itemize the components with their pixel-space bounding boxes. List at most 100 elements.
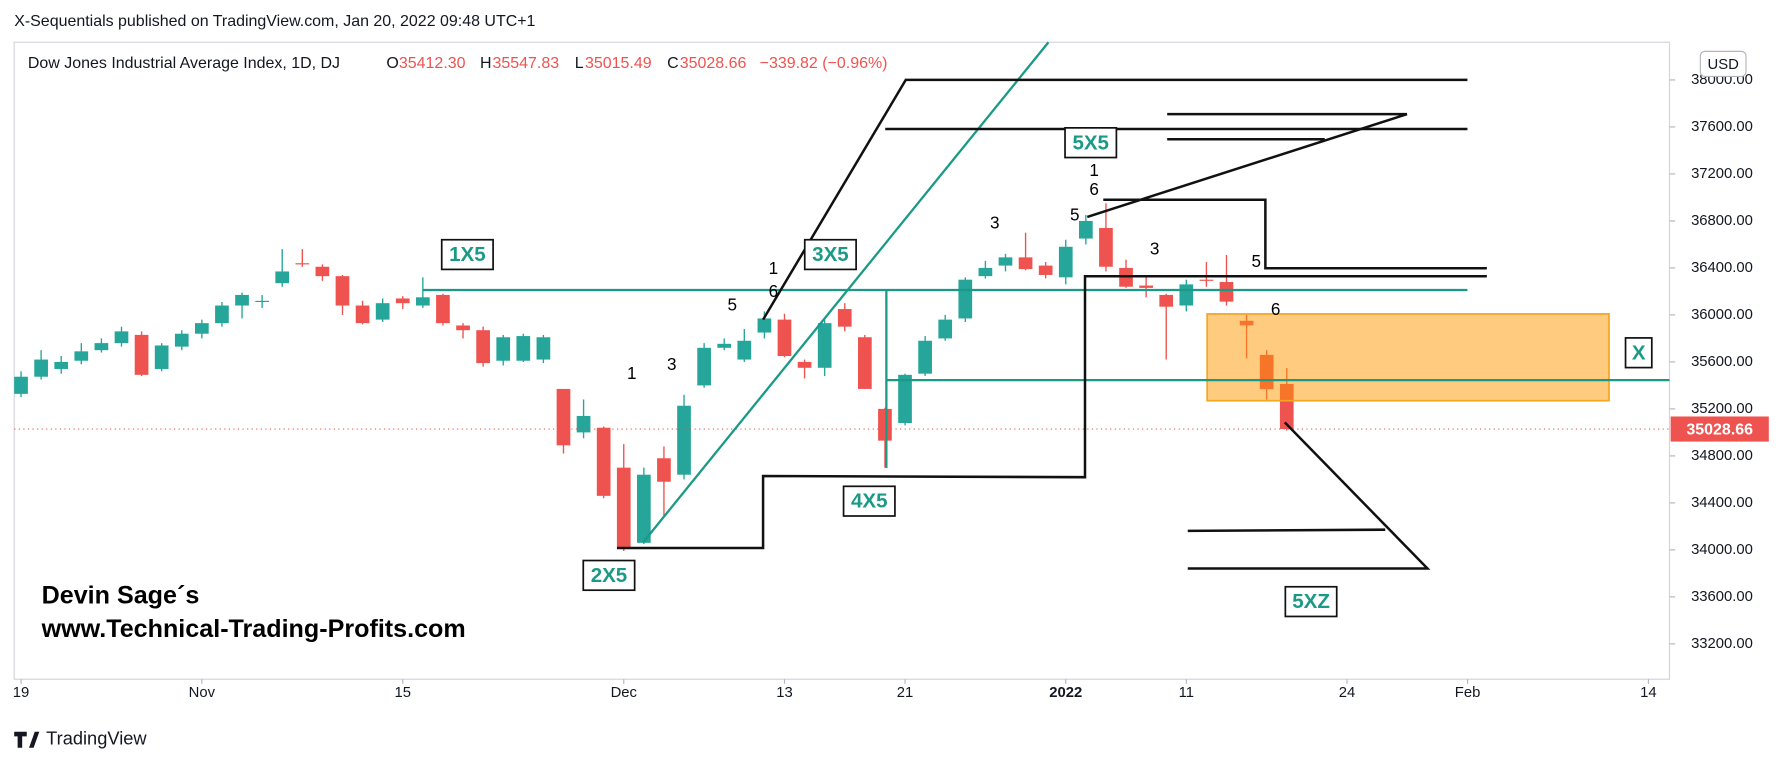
wave-label: 4X5 (851, 490, 888, 513)
count-label: 1 (769, 259, 779, 278)
candle-body (255, 300, 269, 302)
count-label: 5 (727, 295, 737, 314)
x-tick-label: Nov (189, 685, 216, 701)
legend-value: 35028.66 (680, 55, 747, 72)
y-tick-label: 35600.00 (1691, 354, 1753, 370)
y-tick-label: 36400.00 (1691, 260, 1753, 276)
candle-body (1139, 285, 1153, 288)
price-label: 35028.66 (1686, 421, 1753, 438)
candle-body (54, 361, 69, 369)
label-box (1064, 127, 1118, 159)
legend-value: 35547.83 (493, 55, 560, 72)
candle-body (335, 276, 350, 306)
label-box (842, 485, 896, 517)
watermark: Devin Sage´s (42, 582, 200, 610)
wave-label: 3X5 (812, 243, 849, 266)
y-tick-label: 37200.00 (1691, 166, 1753, 182)
wave-label: 5X5 (1072, 131, 1109, 154)
brand: TradingView (46, 728, 147, 749)
count-label: 6 (1271, 300, 1281, 319)
x-tick-label: 14 (1640, 685, 1657, 701)
y-tick-label: 37600.00 (1691, 119, 1753, 135)
label-box (1284, 585, 1338, 618)
currency: USD (1707, 57, 1738, 73)
candle-body (536, 337, 551, 360)
y-tick-label: 36800.00 (1691, 213, 1753, 229)
x-tick-label: Feb (1455, 685, 1481, 701)
candle-body (355, 305, 370, 324)
legend-value: 35015.49 (585, 55, 652, 72)
candle-body (697, 347, 711, 386)
candle-body (34, 359, 48, 377)
label-box (803, 238, 857, 271)
candle-body (154, 345, 169, 369)
candle-body (1099, 227, 1113, 267)
candle-body (74, 351, 89, 361)
legend-value: 35412.30 (399, 55, 466, 72)
y-tick-label: 33600.00 (1691, 589, 1753, 605)
y-tick-label: 35200.00 (1691, 401, 1753, 417)
candle-body (918, 340, 932, 374)
candle-body (456, 325, 470, 331)
y-tick-label: 34000.00 (1691, 542, 1753, 558)
candle-body (657, 458, 671, 482)
candle-body (616, 467, 631, 548)
candle-body (898, 374, 912, 424)
candle-body (1018, 257, 1033, 270)
y-tick-label: 36000.00 (1691, 307, 1753, 323)
candle-body (275, 271, 290, 284)
trend-line (1187, 421, 1431, 570)
legend-title: Dow Jones Industrial Average Index, 1D, … (28, 55, 340, 72)
candle-body (1199, 279, 1214, 281)
candle-body (476, 330, 490, 364)
step-line (1103, 198, 1487, 270)
candle-body (14, 376, 28, 394)
label-box (440, 238, 494, 271)
count-label: 3 (990, 213, 1000, 232)
y-tick-label: 33200.00 (1691, 636, 1753, 652)
candle-body (1038, 265, 1053, 275)
candle-body (797, 361, 812, 368)
candle-body (817, 323, 832, 368)
candle-body (1159, 294, 1174, 307)
candle-body (195, 323, 209, 334)
candle-body (878, 408, 892, 441)
wave-label: 5XZ (1292, 590, 1330, 613)
x-tick-label: 21 (897, 685, 914, 701)
level-line (1187, 528, 1386, 533)
currency-box[interactable] (1699, 50, 1747, 78)
count-label: 3 (1150, 240, 1160, 259)
candle-body (938, 319, 953, 339)
y-tick-label: 34400.00 (1691, 495, 1753, 511)
candle-body (717, 343, 732, 348)
x-tick-label: 13 (776, 685, 793, 701)
x-tick-label: 2022 (1049, 685, 1082, 701)
legend-key: O (386, 55, 398, 72)
count-label: 3 (667, 355, 677, 374)
candle-body (1058, 246, 1073, 278)
count-label: 5 (1251, 252, 1261, 271)
count-label: 6 (769, 282, 779, 301)
zone (1206, 313, 1610, 402)
step-line (616, 275, 1487, 550)
legend-key: C (667, 55, 679, 72)
drawings (422, 41, 1670, 570)
label-box (582, 559, 636, 592)
candle-body (114, 331, 129, 344)
candle-body (556, 388, 571, 446)
candle-body (677, 405, 691, 475)
candle-body (416, 297, 430, 306)
count-label: 5 (1070, 205, 1080, 224)
brand-logo (14, 731, 40, 748)
candle-body (1079, 220, 1093, 239)
candle-body (215, 305, 229, 324)
candle-body (375, 303, 390, 320)
candle-body (315, 266, 330, 277)
candle-body (1219, 282, 1234, 302)
x-tick-label: 11 (1179, 685, 1194, 701)
candle-body (978, 267, 993, 277)
x-tick-label: 19 (13, 685, 30, 701)
y-tick-label: 34800.00 (1691, 448, 1753, 464)
candle-body (837, 309, 852, 327)
